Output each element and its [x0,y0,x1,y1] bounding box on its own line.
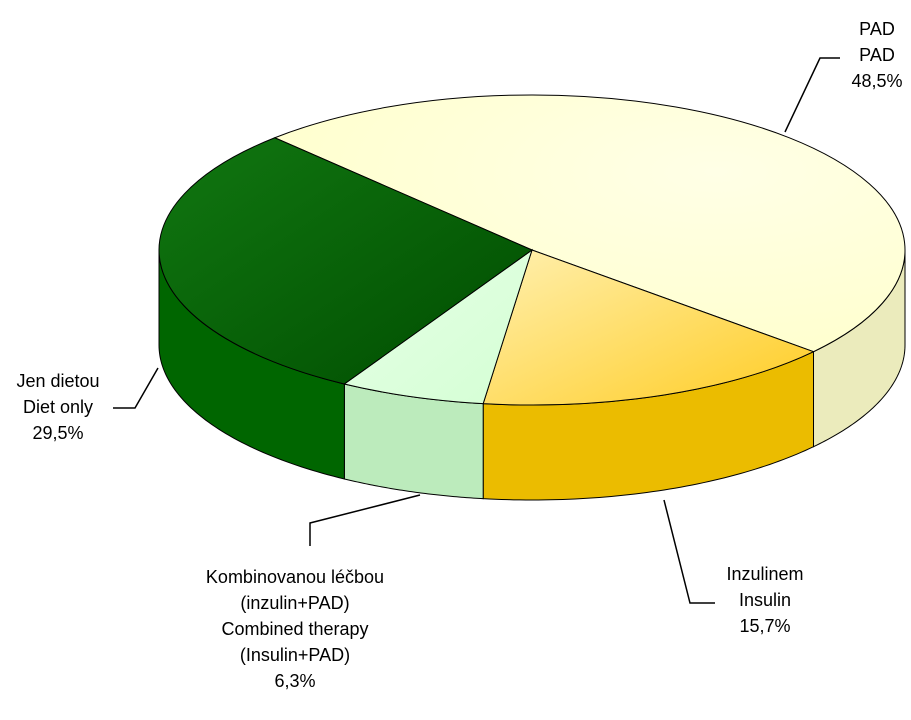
slice-label: Inzulinem [726,564,803,584]
slice-label: Insulin [739,590,791,610]
slice [343,248,533,405]
slice-value-label: 48,5% [851,71,902,91]
slice [482,249,815,406]
slice-label: Diet only [23,397,93,417]
slice-label: PAD [859,19,895,39]
slice-value-label: 15,7% [739,616,790,636]
slice-label: PAD [859,45,895,65]
leader-line [309,494,421,546]
slice-label: Jen dietou [16,371,99,391]
leader-line [113,367,159,409]
leader-line [663,499,715,604]
slice-value-label: 29,5% [32,423,83,443]
slice-label: (inzulin+PAD) [240,593,349,613]
slice-value-label: 6,3% [274,671,315,691]
slice-label: Kombinovanou léčbou [206,567,384,587]
slice [273,94,906,353]
slice-label: (Insulin+PAD) [240,645,350,665]
slice [158,137,534,385]
slice-label: Combined therapy [221,619,368,639]
leader-line [784,57,840,133]
